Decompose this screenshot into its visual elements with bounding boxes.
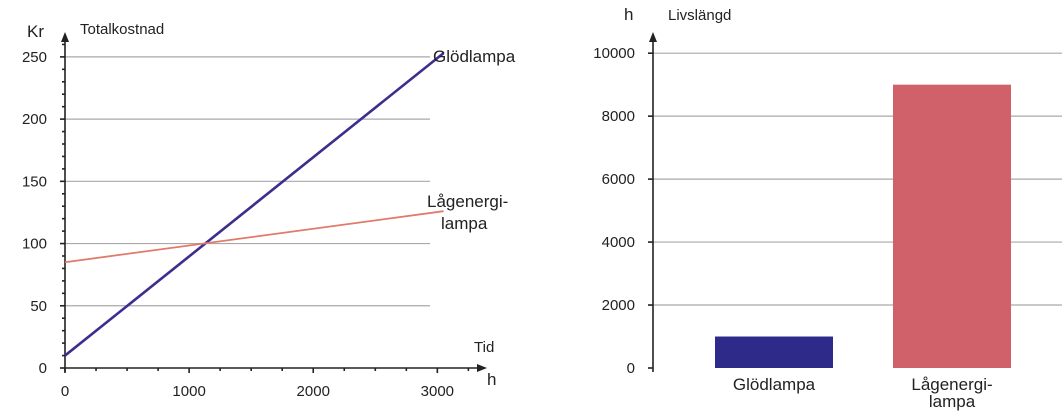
category-label: lampa <box>929 392 976 411</box>
x-axis-title: Tid <box>474 339 494 356</box>
y-axis-title: Totalkostnad <box>80 21 164 38</box>
y-tick-label: 250 <box>22 49 47 66</box>
category-label: Glödlampa <box>733 375 816 394</box>
series-line <box>64 210 444 264</box>
series-label: Lågenergi- <box>427 192 508 211</box>
y-axis-unit: h <box>624 5 633 24</box>
y-axis-title: Livslängd <box>668 7 731 24</box>
series-label: Glödlampa <box>433 47 516 66</box>
lifetime-chart: h Livslängd 0 2000 4000 6000 8000 10000 Glödla… <box>593 5 1062 411</box>
series-label: lampa <box>441 214 488 233</box>
x-tick-label: 3000 <box>421 383 454 400</box>
y-tick-label: 100 <box>22 236 47 253</box>
bar <box>715 336 833 368</box>
x-tick-label: 1000 <box>172 383 205 400</box>
bar <box>893 84 1011 369</box>
y-tick-label: 0 <box>627 360 635 377</box>
y-tick-label: 50 <box>30 298 47 315</box>
y-tick-label: 10000 <box>593 45 635 62</box>
x-axis-unit: h <box>487 370 496 389</box>
x-axis-arrow <box>477 364 487 372</box>
y-axis-arrow <box>61 32 69 42</box>
x-tick-label: 0 <box>61 383 69 400</box>
y-tick-label: 4000 <box>602 234 635 251</box>
series-line <box>64 52 445 357</box>
y-axis-unit: Kr <box>27 22 44 41</box>
y-axis-arrow <box>649 32 657 42</box>
y-tick-label: 150 <box>22 173 47 190</box>
category-label: Lågenergi- <box>911 375 992 394</box>
y-tick-label: 6000 <box>602 171 635 188</box>
y-tick-label: 8000 <box>602 108 635 125</box>
y-tick-label: 0 <box>39 360 47 377</box>
y-tick-label: 2000 <box>602 297 635 314</box>
y-tick-label: 200 <box>22 111 47 128</box>
total-cost-chart: Kr Totalkostnad Tid h 0 50 100 150 200 250 0 10… <box>22 21 516 400</box>
x-tick-label: 2000 <box>297 383 330 400</box>
